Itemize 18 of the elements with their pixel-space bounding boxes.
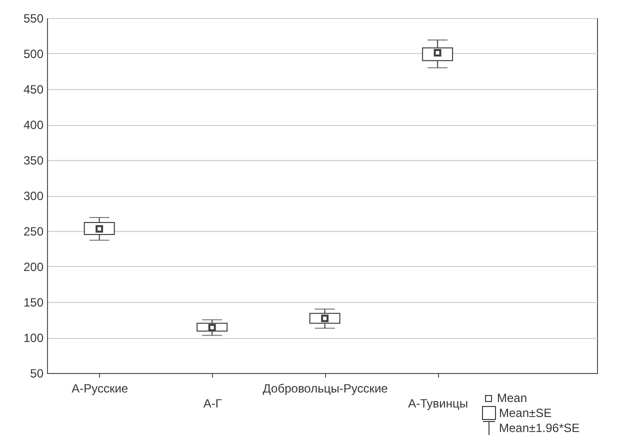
text: Mean±1.96*SE	[499, 420, 580, 434]
y-tick-label: 550	[23, 12, 44, 26]
y-tick-label: 500	[23, 47, 44, 61]
y-tick-label: 250	[23, 224, 44, 238]
y-tick-label: 400	[23, 118, 44, 132]
y-tick-label: 50	[30, 366, 44, 380]
y-tick-label: 350	[23, 154, 44, 168]
x-tick-label: Добровольцы-Русские	[262, 382, 388, 396]
y-tick-label: 200	[23, 260, 44, 274]
x-tick-label: А-Русские	[72, 382, 128, 396]
y-tick-label: 100	[23, 331, 44, 345]
y-tick-label: 150	[23, 296, 44, 310]
x-tick-label: А-Тувинцы	[408, 396, 468, 410]
y-tick-label: 450	[23, 82, 44, 96]
text: Mean	[497, 390, 528, 404]
text: Mean±SE	[499, 406, 552, 420]
y-tick-label: 300	[23, 189, 44, 203]
x-tick-label: А-Г	[203, 396, 222, 410]
